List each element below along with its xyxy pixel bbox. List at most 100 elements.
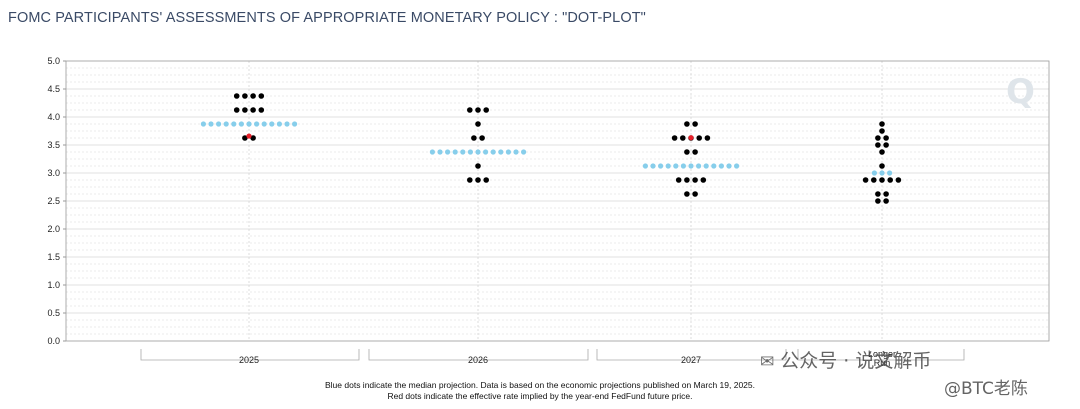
futures-implied-dot [688,135,694,141]
wechat-icon: ✉ [760,352,775,372]
participant-dot [879,177,885,183]
y-tick-label: 0.0 [47,336,60,346]
participant-dot [258,107,265,113]
median-dot [696,163,702,169]
participant-dot [250,135,256,141]
footnote-futures: Red dots indicate the effective rate imp… [387,391,693,401]
y-tick-label: 1.0 [47,280,60,290]
participant-dot [883,142,889,148]
participant-dot [242,135,248,141]
median-dot [513,149,519,155]
participant-dot [233,107,240,113]
median-dot [521,149,527,155]
median-dot [718,163,725,169]
footnote-median: Blue dots indicate the median projection… [325,380,755,390]
participant-dot [879,121,885,127]
y-tick-label: 4.0 [47,112,60,122]
participant-dot [895,177,902,183]
axis-layer: 0.0 0.5 1.0 1.5 2.0 2.5 3.0 3.5 4.0 4.5 5.0 2025 202… [47,56,1050,368]
participant-dot [475,163,481,169]
participant-dot [879,149,885,155]
participant-dot [883,198,889,204]
x-category-bracket [797,349,965,361]
participant-dot [475,107,481,113]
x-tick-label: 2027 [681,355,701,365]
x-category-bracket [140,349,360,361]
median-dot [871,170,878,176]
y-tick-label: 5.0 [47,56,60,66]
brand-logo: Q [1006,72,1035,112]
median-dot [475,149,481,155]
median-dot [680,163,687,169]
participant-dot [250,107,256,113]
x-category-bracket [368,349,589,361]
participant-dot [258,93,265,99]
participant-dot [242,93,248,99]
median-dot [703,163,709,169]
watermark-handle: @BTC老陈 [944,379,1028,399]
participant-dot [700,177,707,183]
y-tick-label: 3.0 [47,168,60,178]
median-dot [246,121,252,127]
median-dot [200,121,206,127]
participant-dot [692,121,698,127]
median-dot [269,121,275,127]
median-dot [665,163,671,169]
median-dot [467,149,473,155]
median-layer [200,121,893,176]
participant-dot [875,198,881,204]
participant-dot [242,107,248,113]
median-dot [688,163,694,169]
median-dot [429,149,435,155]
y-tick-label: 3.5 [47,140,60,150]
median-dot [238,121,244,127]
median-dot [460,149,466,155]
median-dot [231,121,237,127]
participant-dot [684,121,690,127]
participant-dot [883,191,889,197]
participant-dot [875,191,881,197]
median-dot [490,149,496,155]
median-dot [261,121,267,127]
chart-title: FOMC PARTICIPANTS' ASSESSMENTS OF APPROP… [8,10,646,26]
participant-dot [675,177,682,183]
participant-dot [680,135,686,141]
median-dot [642,163,649,169]
y-tick-label: 2.5 [47,196,60,206]
median-dot [887,170,893,176]
participant-dot [887,177,893,183]
participant-dot [684,191,690,197]
participant-dot [692,177,698,183]
median-dot [276,121,282,127]
median-dot [658,163,664,169]
median-dot [292,121,298,127]
participant-dot [467,177,473,183]
median-dot [254,121,260,127]
participant-dot [871,177,877,183]
participant-dot [671,135,678,141]
participant-dot [471,135,477,141]
participant-dot [692,149,698,155]
y-tick-label: 4.5 [47,84,60,94]
median-dot [498,149,504,155]
median-dot [216,121,222,127]
median-dot [650,163,656,169]
participant-dot [475,177,481,183]
participant-dot [233,93,240,99]
median-dot [445,149,451,155]
participant-dot [879,163,885,169]
participant-dot [684,149,690,155]
x-tick-label: Run [874,358,891,368]
participant-dot [862,177,869,183]
watermark: ✉ 公众号 · 说文解币 [760,346,931,373]
median-dot [505,149,511,155]
median-dot [284,121,290,127]
participant-dot [692,191,698,197]
y-tick-label: 0.5 [47,308,60,318]
x-category-bracket [596,349,787,361]
participant-dot [483,107,490,113]
participant-dot-layer [233,93,902,204]
grid-layer [66,61,1049,341]
median-dot [208,121,214,127]
